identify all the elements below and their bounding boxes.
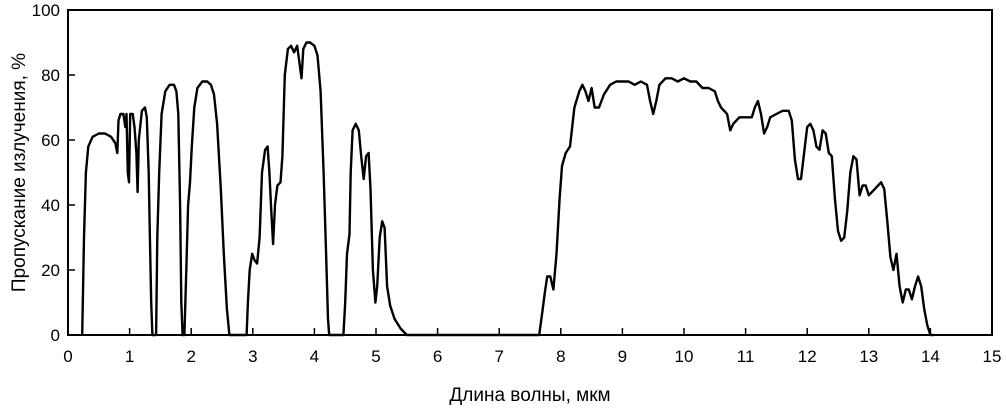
y-tick-label: 80 — [41, 66, 60, 85]
x-tick-label: 0 — [63, 347, 72, 366]
y-tick-label: 20 — [41, 261, 60, 280]
x-tick-label: 3 — [248, 347, 257, 366]
x-tick-label: 13 — [859, 347, 878, 366]
y-tick-label: 0 — [51, 326, 60, 345]
x-tick-label: 15 — [983, 347, 1002, 366]
x-axis-title: Длина волны, мкм — [449, 385, 610, 406]
y-tick-label: 60 — [41, 131, 60, 150]
y-tick-label: 100 — [32, 1, 60, 20]
x-tick-label: 9 — [618, 347, 627, 366]
x-tick-label: 2 — [186, 347, 195, 366]
x-tick-label: 5 — [371, 347, 380, 366]
series-layer — [81, 41, 934, 337]
y-axis-title: Пропускание излучения, % — [9, 53, 30, 292]
axes — [67, 9, 993, 336]
x-tick-label: 14 — [921, 347, 940, 366]
x-tick-label: 4 — [310, 347, 319, 366]
y-tick-label: 40 — [41, 196, 60, 215]
x-tick-label: 6 — [433, 347, 442, 366]
x-tick-label: 12 — [798, 347, 817, 366]
x-tick-label: 8 — [556, 347, 565, 366]
x-tick-label: 10 — [675, 347, 694, 366]
x-tick-label: 11 — [737, 347, 755, 366]
x-tick-label: 1 — [125, 347, 134, 366]
transmission-line — [81, 41, 934, 337]
x-tick-label: 7 — [494, 347, 503, 366]
plot-frame — [67, 9, 993, 336]
